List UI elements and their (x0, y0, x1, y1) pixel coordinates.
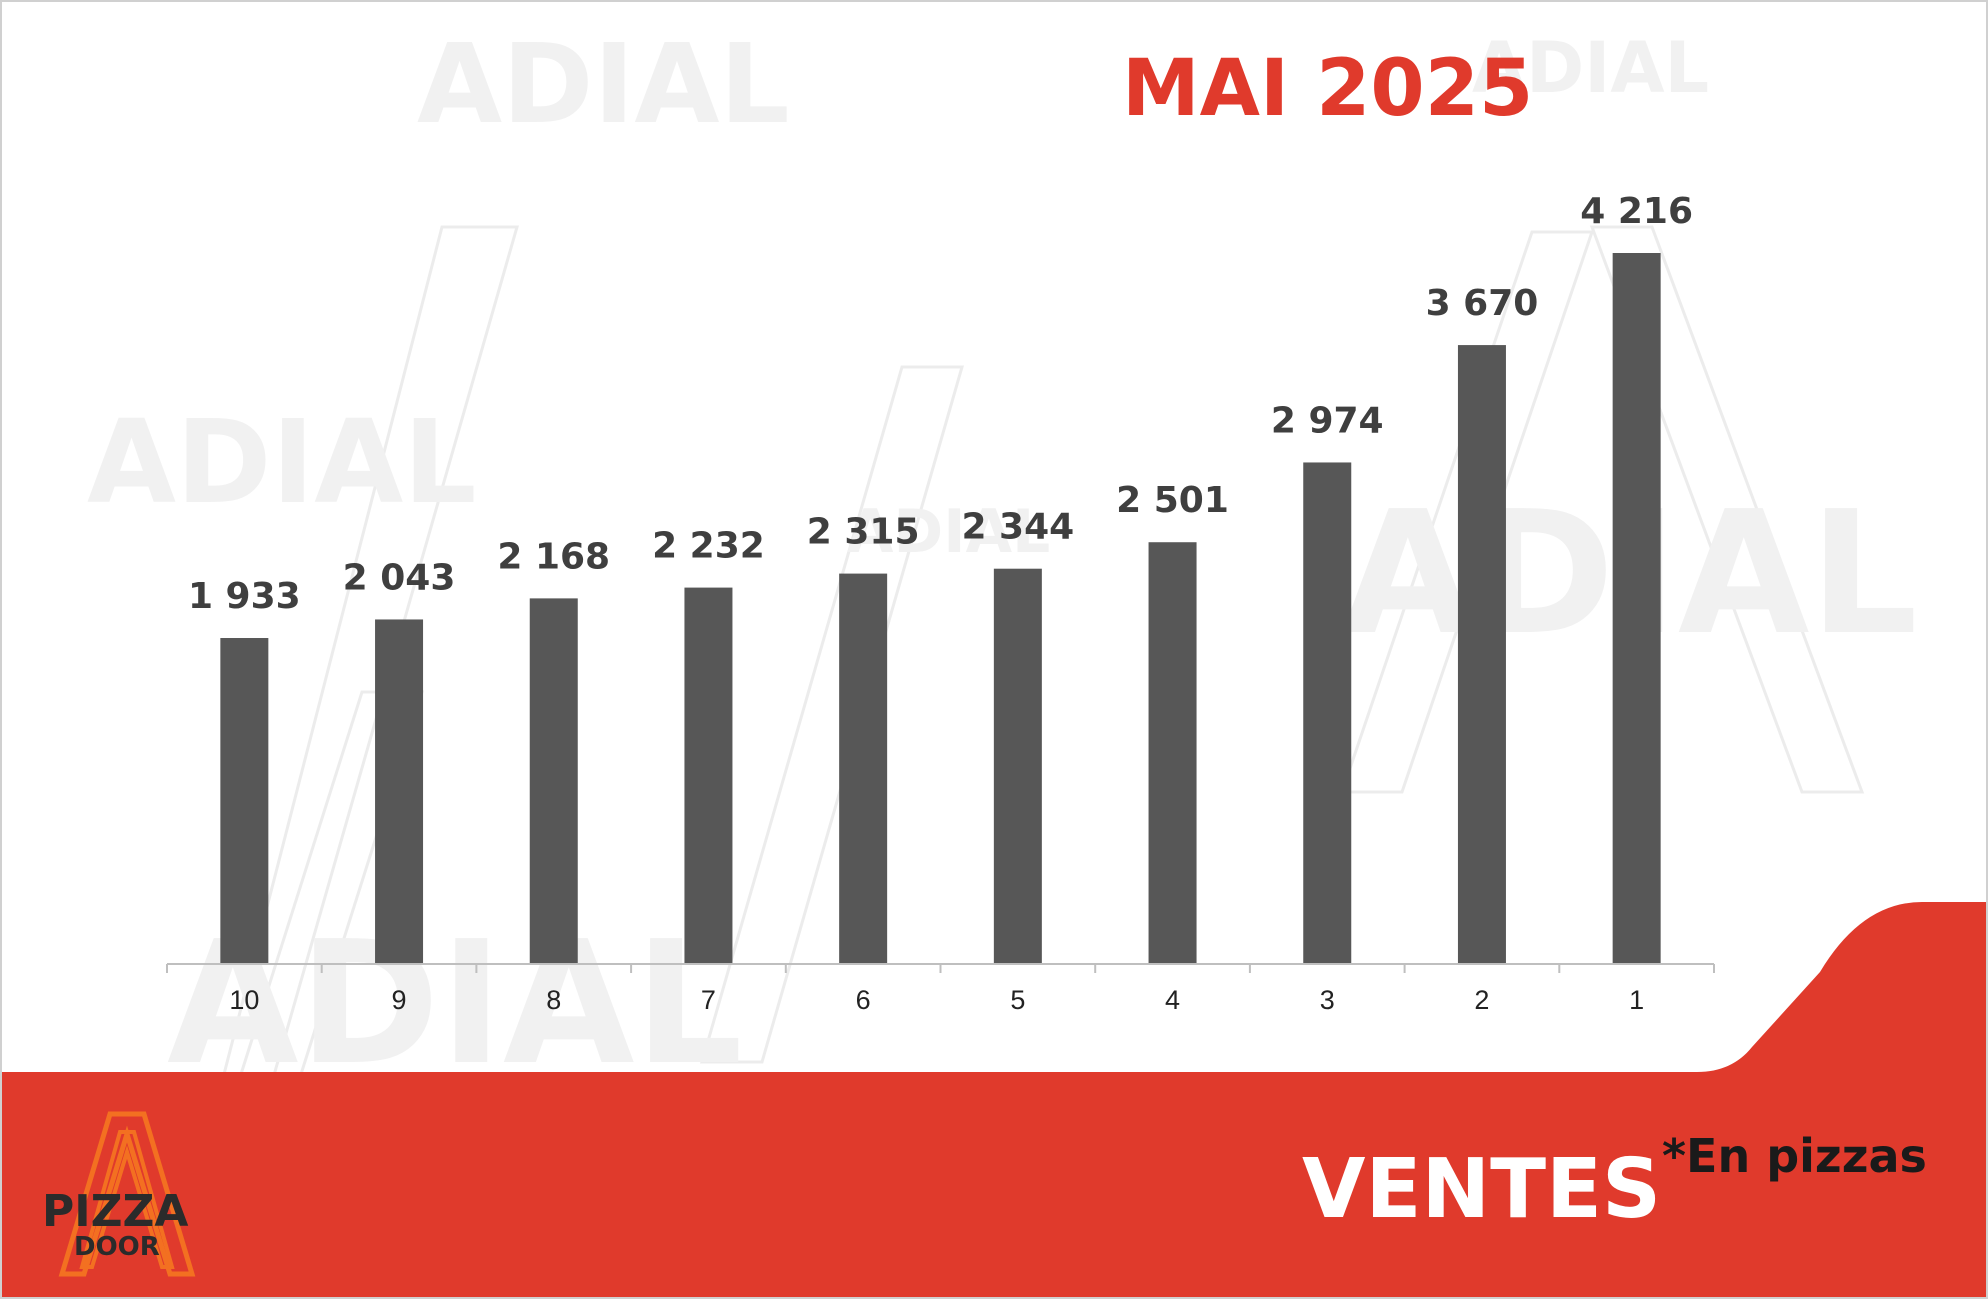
watermark-text: ADIAL (87, 396, 477, 530)
x-tick-label-8: 8 (546, 985, 561, 1015)
x-tick-label-2: 2 (1474, 985, 1489, 1015)
bars-group: 1 933 2 043 2 168 2 232 2 315 2 344 2 501 2 974… (188, 191, 1693, 964)
watermark-text: ADIAL (417, 20, 790, 148)
bar-2 (1457, 345, 1506, 964)
bar-4 (1148, 542, 1197, 964)
watermark-a-shape (1589, 225, 1865, 794)
value-label-2: 3 670 (1426, 283, 1539, 324)
bar-6 (839, 573, 888, 964)
value-label-9: 2 043 (343, 557, 456, 598)
page-title: MAI 2025 (1122, 44, 1533, 134)
bar-10 (220, 638, 269, 964)
x-tick-label-1: 1 (1629, 985, 1644, 1015)
value-label-6: 2 315 (807, 512, 920, 553)
logo-text-door: DOOR (74, 1232, 160, 1262)
watermark-a-shape (700, 365, 964, 1064)
watermark-text: ADIAL (1472, 27, 1709, 109)
value-label-1: 4 216 (1580, 191, 1693, 232)
x-tick-label-4: 4 (1165, 985, 1180, 1015)
logo-a-inner-icon (79, 1130, 175, 1269)
value-label-4: 2 501 (1116, 480, 1229, 521)
bar-1 (1612, 253, 1661, 964)
x-tick-label-7: 7 (701, 985, 716, 1015)
value-label-7: 2 232 (652, 526, 765, 567)
footer-band (2, 902, 1986, 1297)
x-tick-label-10: 10 (229, 985, 259, 1015)
bar-8 (529, 598, 578, 964)
x-axis: 10 9 8 7 6 5 4 3 2 1 (166, 963, 1715, 1015)
watermark-text: ADIAL (847, 497, 1050, 567)
bar-5 (993, 568, 1042, 964)
x-tick-label-3: 3 (1320, 985, 1335, 1015)
pizza-door-logo: PIZZA DOOR (42, 1111, 196, 1277)
value-label-8: 2 168 (497, 536, 610, 577)
footer-note: *En pizzas (1662, 1129, 1927, 1183)
x-tick-label-5: 5 (1010, 985, 1025, 1015)
logo-a-icon (58, 1111, 196, 1277)
bar-9 (375, 619, 424, 964)
logo-text-pizza: PIZZA (42, 1186, 188, 1237)
bar-3 (1303, 462, 1352, 964)
bar-7 (684, 587, 733, 964)
x-tick-label-6: 6 (856, 985, 871, 1015)
value-label-10: 1 933 (188, 576, 301, 617)
value-label-3: 2 974 (1271, 400, 1384, 441)
footer-title: VENTES (1302, 1142, 1661, 1237)
x-tick-label-9: 9 (392, 985, 407, 1015)
value-label-5: 2 344 (961, 507, 1074, 548)
